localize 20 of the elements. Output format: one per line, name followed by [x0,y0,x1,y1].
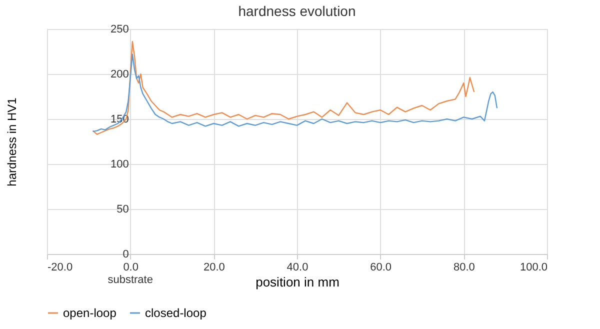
y-tick-label: 50 [116,204,129,216]
line-series [92,54,498,132]
chart-title: hardness evolution [238,3,356,19]
x-tick-label: 60.0 [370,262,392,274]
line-series [92,41,475,135]
x-tick-label: 100.0 [520,262,548,274]
legend-label: closed-loop [145,306,207,320]
legend-label: open-loop [63,306,117,320]
x-axis-title: position in mm [256,274,340,290]
y-tick-label: 0 [122,248,129,260]
x-tick-label: 0.0 [123,262,138,274]
y-axis-title: hardness in HV1 [5,97,20,186]
x-tick-label: 40.0 [286,262,308,274]
x-tick-label: -20.0 [48,262,73,274]
y-tick-label: 200 [110,68,129,80]
y-tick-label: 250 [110,24,129,36]
x-tick-label: 20.0 [203,262,225,274]
text: substrate [108,274,153,286]
y-tick-label: 100 [110,158,129,170]
x-tick-label: 80.0 [453,262,475,274]
